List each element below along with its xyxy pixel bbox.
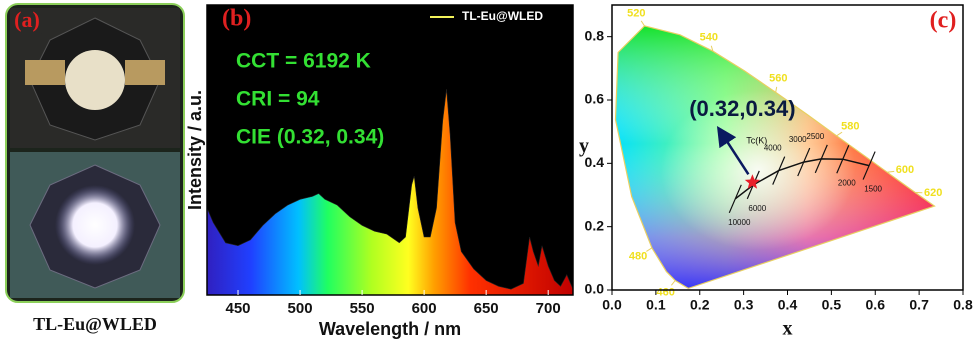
- y-axis-label: y: [579, 135, 589, 157]
- isotherm-label: 6000: [748, 204, 766, 213]
- spectrum-area: [206, 89, 574, 296]
- x-axis-label: x: [783, 318, 793, 340]
- locus-tick: [775, 86, 778, 93]
- isotherm: [772, 156, 786, 185]
- y-tick-label: 0.2: [585, 217, 605, 233]
- locus-tick: [887, 170, 895, 173]
- gamut-white: [615, 25, 935, 289]
- isotherm-label: 2000: [838, 178, 856, 187]
- y-tick-label: 0.8: [585, 27, 605, 43]
- x-tick-label: 500: [288, 300, 313, 317]
- annotation: CRI = 94: [236, 88, 320, 111]
- isotherm: [797, 147, 811, 177]
- point: [744, 174, 760, 189]
- annotation: CIE (0.32, 0.34): [236, 126, 384, 149]
- locus-label: 560: [769, 72, 787, 84]
- panel-label: (b): [222, 6, 251, 32]
- locus-label: 520: [627, 7, 645, 19]
- locus-tick: [646, 247, 653, 252]
- panel-a: (a) TL-Eu@WLED: [5, 3, 185, 334]
- isotherm-label: 3000: [789, 135, 807, 144]
- plot-frame: [206, 4, 574, 296]
- arrow: [716, 125, 750, 176]
- x-tick-label: 0.0: [602, 297, 622, 313]
- locus-label: 540: [700, 32, 718, 44]
- x-tick-label: 0.1: [646, 297, 666, 313]
- point-label: (0.32,0.34): [689, 96, 795, 121]
- x-tick-label: 600: [412, 300, 437, 317]
- x-tick-label: 0.3: [734, 297, 754, 313]
- isotherm: [814, 144, 828, 174]
- y-tick-label: 0.4: [585, 154, 605, 170]
- x-tick-label: 0.4: [778, 297, 798, 313]
- isotherm: [862, 151, 876, 180]
- isotherm-label: 10000: [728, 218, 751, 227]
- locus-tick: [710, 45, 714, 52]
- x-tick-label: 0.8: [953, 297, 973, 313]
- locus-tick: [670, 280, 676, 286]
- y-tick-label: 0.0: [585, 281, 605, 297]
- gamut-fill: [615, 25, 935, 289]
- label-box: [925, 8, 961, 36]
- isotherm-label: 1500: [864, 185, 882, 194]
- led-glow: [55, 185, 135, 265]
- x-tick-label: 0.5: [822, 297, 842, 313]
- annotation: CCT = 6192 K: [236, 50, 371, 73]
- panel-label: (c): [930, 8, 957, 34]
- label-box: [10, 8, 44, 34]
- x-axis-label: Wavelength / nm: [319, 319, 461, 339]
- led-dome: [65, 50, 125, 110]
- legend-label: TL-Eu@WLED: [462, 9, 543, 23]
- locus-label: 480: [629, 251, 647, 263]
- x-tick-label: 700: [536, 300, 561, 317]
- locus-tick: [640, 20, 645, 27]
- locus-label: 620: [924, 187, 942, 199]
- isotherm: [728, 184, 742, 214]
- planckian-title: Tc(K): [746, 136, 767, 146]
- x-tick-label: 0.6: [866, 297, 886, 313]
- x-tick-label: 550: [350, 300, 375, 317]
- x-tick-label: 0.2: [690, 297, 710, 313]
- locus-label: 580: [841, 121, 859, 133]
- y-axis-label: Intensity / a.u.: [185, 90, 205, 210]
- panel-label: (a): [14, 7, 40, 32]
- x-tick-label: 450: [226, 300, 251, 317]
- y-tick-label: 0.6: [585, 91, 605, 107]
- x-tick-label: 650: [474, 300, 499, 317]
- locus-tick: [836, 131, 843, 137]
- caption: TL-Eu@WLED: [33, 314, 157, 334]
- isotherm-label: 4000: [764, 144, 782, 153]
- isotherm: [836, 144, 850, 174]
- pad: [25, 60, 65, 85]
- locus-label: 600: [896, 164, 914, 176]
- x-tick-label: 0.7: [909, 297, 929, 313]
- pad: [125, 60, 165, 85]
- isotherm-label: 2500: [806, 132, 824, 141]
